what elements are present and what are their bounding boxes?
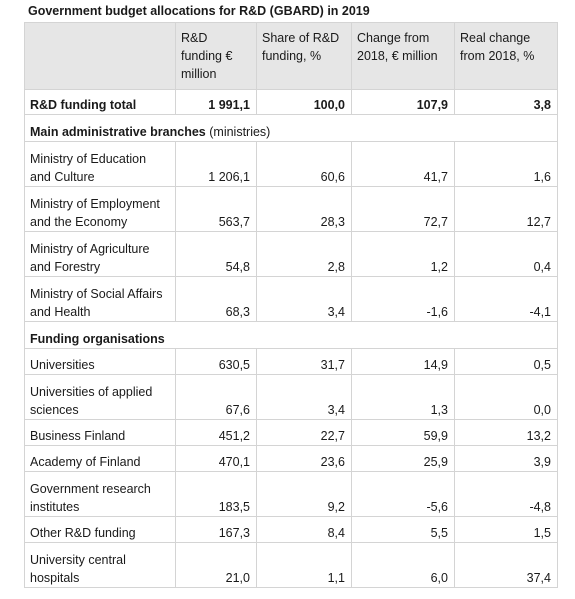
row-change: 1,2: [351, 231, 455, 277]
row-real-change: -4,1: [454, 276, 558, 322]
row-funding: 470,1: [175, 445, 257, 472]
row-real-change: 0,5: [454, 348, 558, 375]
row-change: 41,7: [351, 141, 455, 187]
total-funding: 1 991,1: [175, 89, 257, 115]
row-share: 23,6: [256, 445, 352, 472]
row-funding: 67,6: [175, 374, 257, 420]
row-label: Government research institutes: [24, 471, 176, 517]
table-row: Ministry of Education and Culture 1 206,1…: [24, 141, 558, 187]
table-row: Ministry of Agriculture and Forestry 54,8…: [24, 231, 558, 277]
header-row: R&D funding € million Share of R&D fundi…: [24, 22, 558, 90]
row-label: University central hospitals: [24, 542, 176, 588]
row-share: 2,8: [256, 231, 352, 277]
row-real-change: 0,4: [454, 231, 558, 277]
row-share: 1,1: [256, 542, 352, 588]
row-real-change: 0,0: [454, 374, 558, 420]
row-change: 14,9: [351, 348, 455, 375]
total-label: R&D funding total: [24, 89, 176, 115]
row-funding: 1 206,1: [175, 141, 257, 187]
row-share: 28,3: [256, 186, 352, 232]
row-change: 5,5: [351, 516, 455, 543]
header-real-change: Real change from 2018, %: [454, 22, 558, 90]
section-heading-row: Funding organisations: [24, 321, 558, 349]
table-title: Government budget allocations for R&D (G…: [28, 4, 370, 18]
table-row: Other R&D funding 167,3 8,4 5,5 1,5: [24, 516, 558, 543]
header-empty: [24, 22, 176, 90]
row-label: Ministry of Employment and the Economy: [24, 186, 176, 232]
row-change: -5,6: [351, 471, 455, 517]
row-real-change: 13,2: [454, 419, 558, 446]
total-change: 107,9: [351, 89, 455, 115]
section-heading-note: (ministries): [205, 125, 271, 139]
section-heading-row: Main administrative branches (ministries…: [24, 114, 558, 142]
table-row: Business Finland 451,2 22,7 59,9 13,2: [24, 419, 558, 446]
row-label: Universities: [24, 348, 176, 375]
row-share: 22,7: [256, 419, 352, 446]
row-funding: 167,3: [175, 516, 257, 543]
row-funding: 54,8: [175, 231, 257, 277]
row-share: 3,4: [256, 276, 352, 322]
header-share: Share of R&D funding, %: [256, 22, 352, 90]
row-funding: 451,2: [175, 419, 257, 446]
row-change: -1,6: [351, 276, 455, 322]
row-label: Ministry of Education and Culture: [24, 141, 176, 187]
table-row: Ministry of Employment and the Economy 56…: [24, 186, 558, 232]
table-row: Universities of applied sciences 67,6 3,4 1…: [24, 374, 558, 420]
row-change: 1,3: [351, 374, 455, 420]
row-share: 8,4: [256, 516, 352, 543]
row-real-change: 37,4: [454, 542, 558, 588]
row-change: 72,7: [351, 186, 455, 232]
section-heading-text: Funding organisations: [30, 332, 165, 346]
section-heading: Main administrative branches (ministries…: [24, 114, 558, 142]
row-real-change: 12,7: [454, 186, 558, 232]
header-change: Change from 2018, € million: [351, 22, 455, 90]
table-row: Academy of Finland 470,1 23,6 25,9 3,9: [24, 445, 558, 472]
header-funding: R&D funding € million: [175, 22, 257, 90]
row-real-change: 1,5: [454, 516, 558, 543]
row-change: 6,0: [351, 542, 455, 588]
section-heading-text: Main administrative branches: [30, 125, 206, 139]
row-label: Academy of Finland: [24, 445, 176, 472]
row-label: Business Finland: [24, 419, 176, 446]
section-heading: Funding organisations: [24, 321, 558, 349]
row-change: 25,9: [351, 445, 455, 472]
row-label: Universities of applied sciences: [24, 374, 176, 420]
total-share: 100,0: [256, 89, 352, 115]
table-row: Universities 630,5 31,7 14,9 0,5: [24, 348, 558, 375]
row-share: 31,7: [256, 348, 352, 375]
table-row: University central hospitals 21,0 1,1 6,0 37…: [24, 542, 558, 588]
row-funding: 630,5: [175, 348, 257, 375]
row-funding: 21,0: [175, 542, 257, 588]
row-real-change: 3,9: [454, 445, 558, 472]
row-real-change: -4,8: [454, 471, 558, 517]
table-row: Ministry of Social Affairs and Health 68,…: [24, 276, 558, 322]
row-funding: 68,3: [175, 276, 257, 322]
row-share: 3,4: [256, 374, 352, 420]
row-share: 9,2: [256, 471, 352, 517]
row-label: Ministry of Agriculture and Forestry: [24, 231, 176, 277]
gbard-table: R&D funding € million Share of R&D fundi…: [24, 22, 558, 588]
row-change: 59,9: [351, 419, 455, 446]
table-row: Government research institutes 183,5 9,2 -5…: [24, 471, 558, 517]
total-row: R&D funding total 1 991,1 100,0 107,9 3,…: [24, 89, 558, 115]
row-label: Ministry of Social Affairs and Health: [24, 276, 176, 322]
row-funding: 563,7: [175, 186, 257, 232]
row-label: Other R&D funding: [24, 516, 176, 543]
total-real-change: 3,8: [454, 89, 558, 115]
row-share: 60,6: [256, 141, 352, 187]
row-funding: 183,5: [175, 471, 257, 517]
row-real-change: 1,6: [454, 141, 558, 187]
